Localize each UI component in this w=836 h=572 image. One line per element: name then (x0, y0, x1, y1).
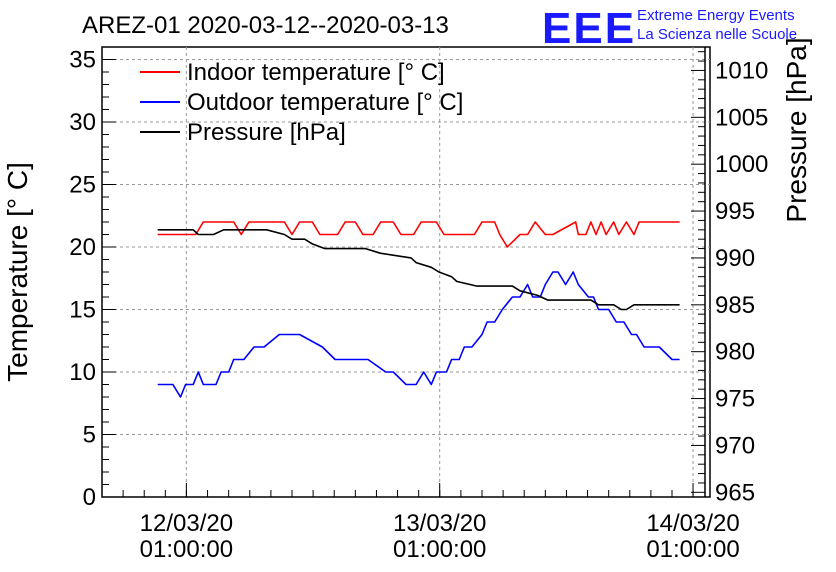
logo-line2: La Scienza nelle Scuole (637, 26, 797, 43)
left-tick-label: 0 (83, 484, 96, 511)
right-tick-label: 980 (715, 339, 755, 366)
right-axis-title: Pressure [hPa] (781, 37, 812, 222)
pressure-line (157, 229, 680, 311)
axis-layer: 0 5 10 15 20 25 30 35 965 970 975 980 985 990 995 1000 1… (69, 46, 768, 563)
right-tick-label: 1010 (715, 57, 768, 84)
right-tick-label: 970 (715, 432, 755, 459)
left-tick-label: 10 (69, 359, 96, 386)
legend-label-indoor: Indoor temperature [° C] (187, 59, 445, 86)
x-tick-label-date: 13/03/20 (393, 510, 486, 537)
right-tick-label: 965 (715, 479, 755, 506)
chart-title: AREZ-01 2020-03-12--2020-03-13 (82, 12, 449, 39)
eee-logo: EEE Extreme Energy Events La Scienza nel… (542, 4, 797, 53)
x-tick-label-time: 01:00:00 (393, 536, 486, 563)
right-tick-label: 1005 (715, 104, 768, 131)
left-tick-label: 35 (69, 47, 96, 74)
right-tick-label: 1000 (715, 151, 768, 178)
right-tick-label: 995 (715, 198, 755, 225)
legend-label-outdoor: Outdoor temperature [° C] (187, 89, 463, 116)
x-tick-label-time: 01:00:00 (140, 536, 233, 563)
x-tick-label-date: 12/03/20 (140, 510, 233, 537)
right-tick-label: 975 (715, 386, 755, 413)
logo-line1: Extreme Energy Events (637, 7, 795, 24)
series-layer (157, 221, 680, 398)
left-tick-label: 5 (83, 422, 96, 449)
indoor-temperature-line (157, 221, 680, 248)
outdoor-temperature-line (157, 271, 680, 398)
left-tick-label: 15 (69, 297, 96, 324)
right-tick-label: 990 (715, 245, 755, 272)
legend: Indoor temperature [° C] Outdoor tempera… (140, 59, 463, 146)
left-tick-label: 20 (69, 234, 96, 261)
left-tick-label: 25 (69, 172, 96, 199)
left-tick-label: 30 (69, 109, 96, 136)
x-tick-label-date: 14/03/20 (646, 510, 739, 537)
logo-letters: EEE (542, 4, 636, 53)
left-axis-title: Temperature [° C] (2, 162, 33, 382)
x-tick-label-time: 01:00:00 (646, 536, 739, 563)
legend-label-pressure: Pressure [hPa] (187, 119, 346, 146)
right-tick-label: 985 (715, 292, 755, 319)
